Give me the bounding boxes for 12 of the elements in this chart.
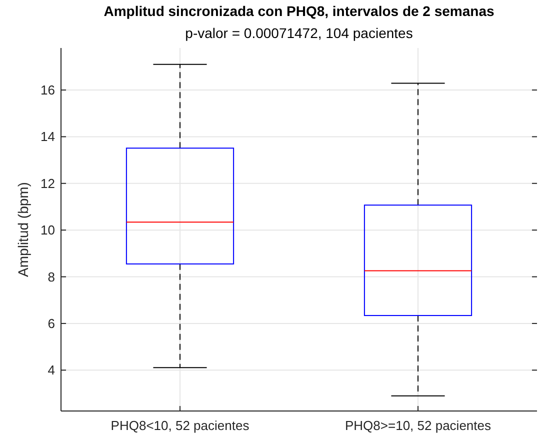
y-tick-label: 8 (48, 269, 55, 284)
chart-title: Amplitud sincronizada con PHQ8, intervalos de 2 semanas (104, 3, 494, 19)
y-axis-title: Amplitud (bpm) (15, 182, 31, 277)
chart-subtitle: p-valor = 0.00071472, 104 pacientes (185, 25, 413, 41)
y-tick-label: 16 (40, 82, 55, 98)
x-tick-label: PHQ8<10, 52 pacientes (110, 418, 250, 433)
y-tick-label: 12 (40, 176, 55, 191)
y-tick-label: 14 (40, 129, 55, 144)
y-tick-label: 10 (40, 222, 55, 238)
x-tick-label: PHQ8>=10, 52 pacientes (345, 418, 492, 433)
y-tick-label: 6 (48, 316, 55, 331)
y-tick-label: 4 (48, 362, 55, 378)
